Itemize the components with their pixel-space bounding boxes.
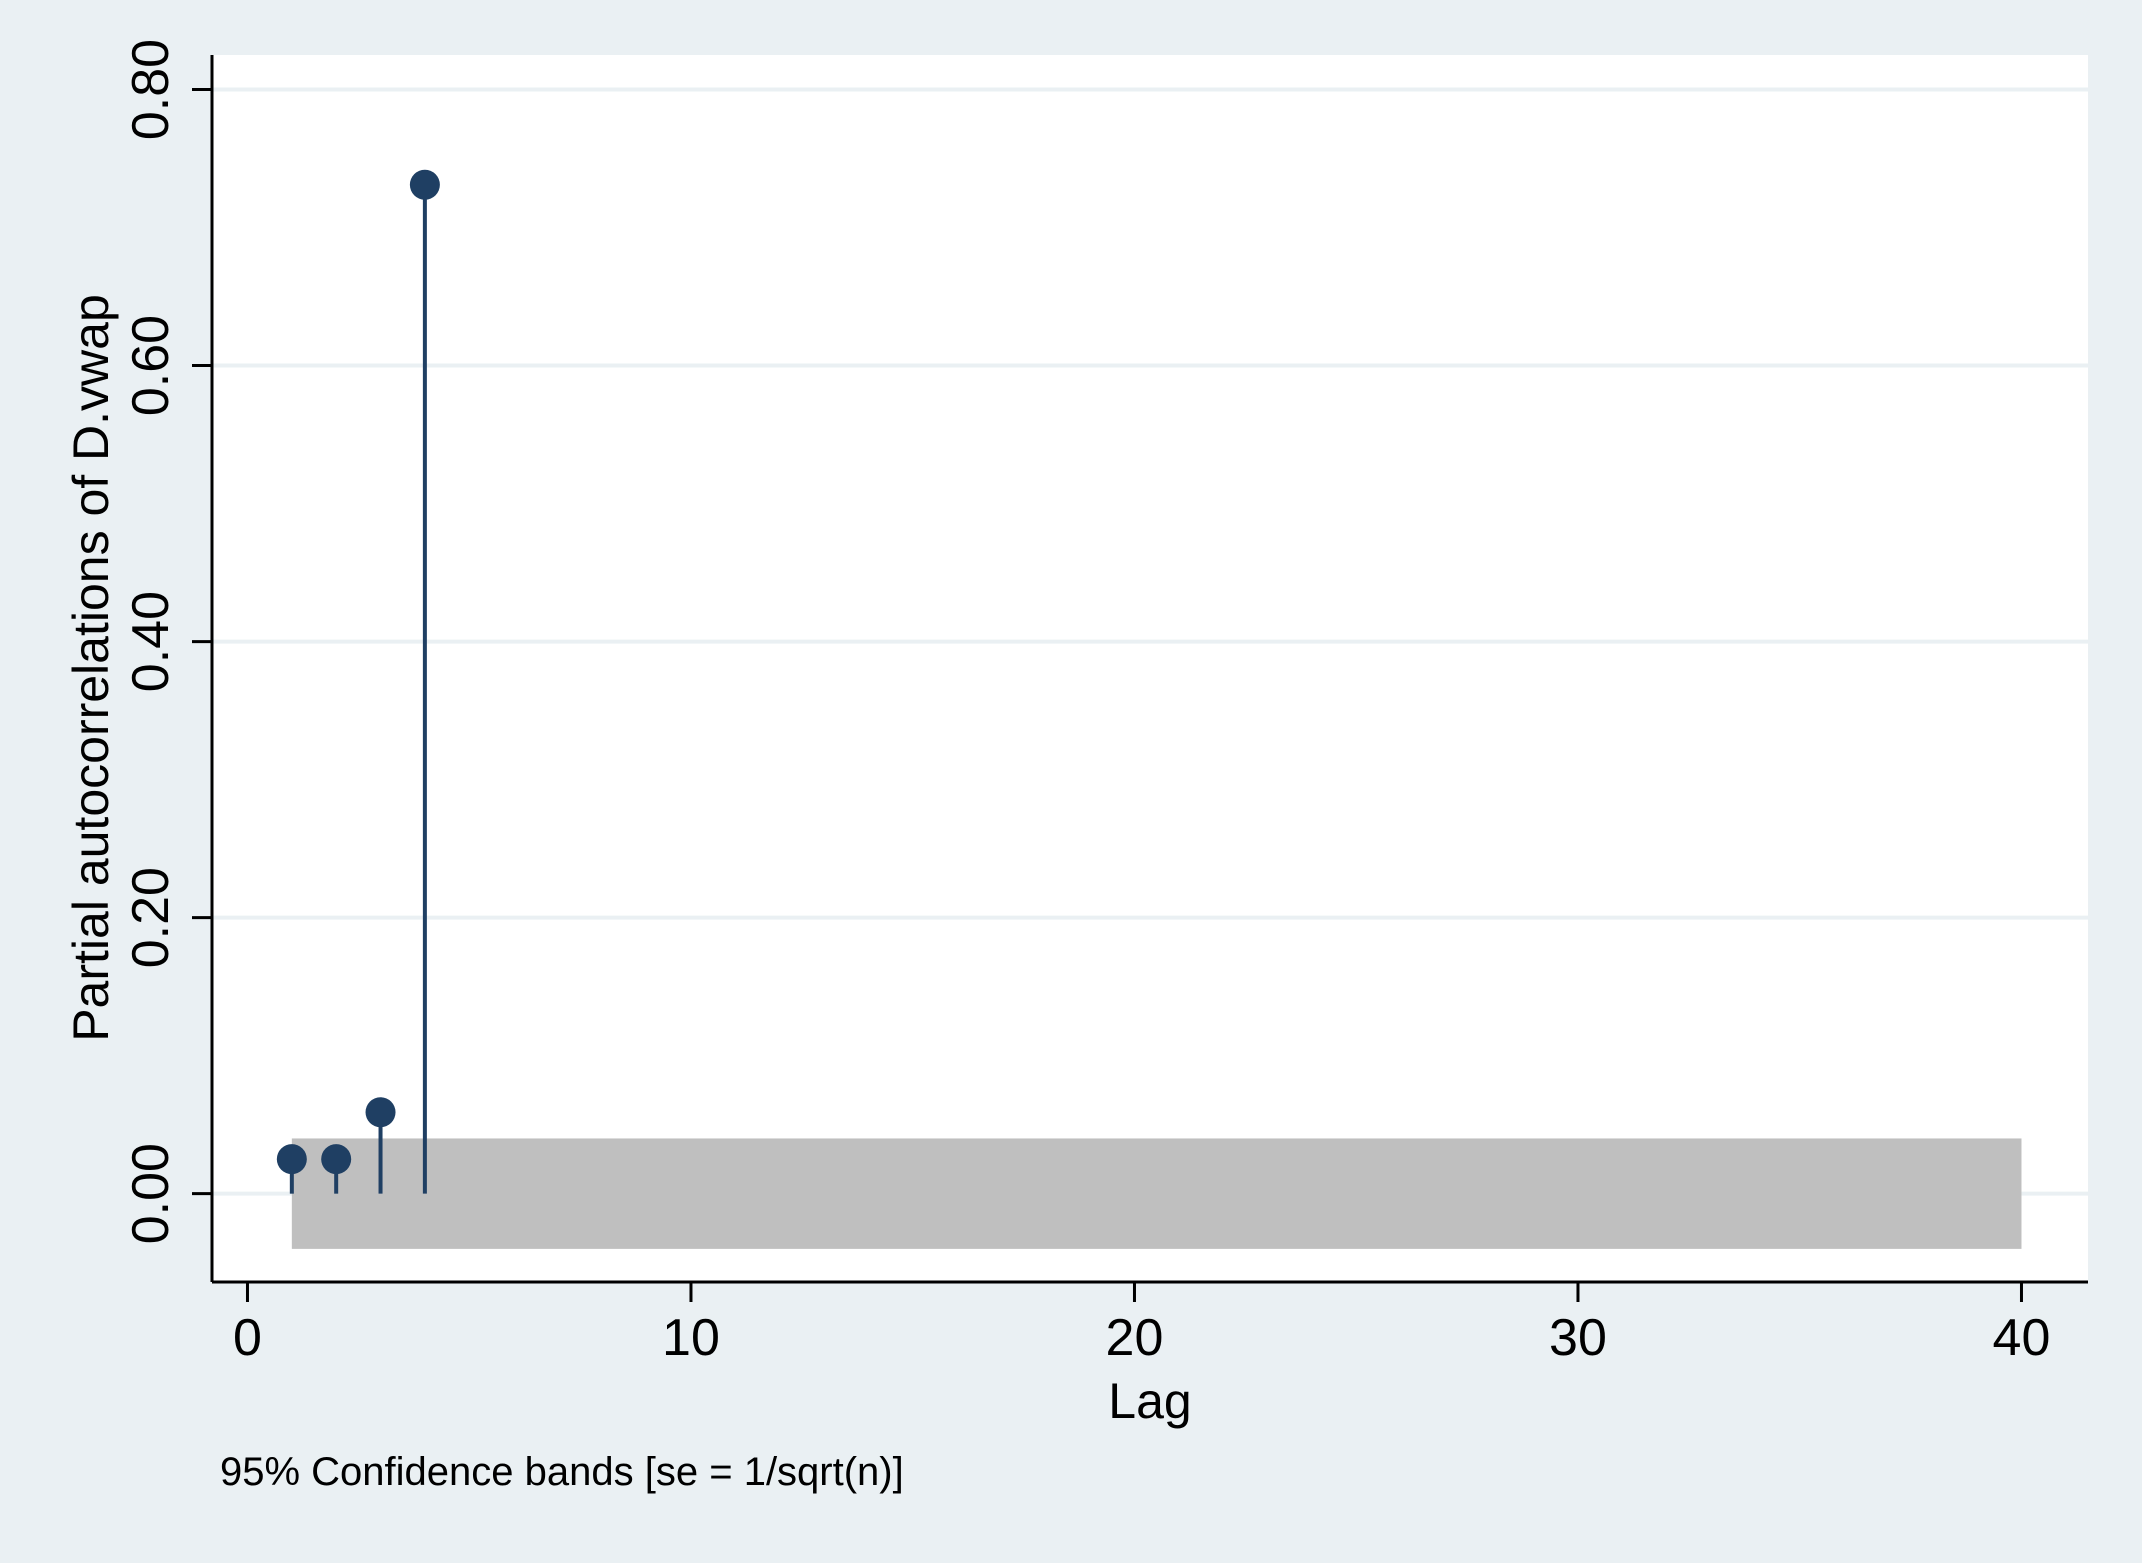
- point-lag-1: [276, 1144, 307, 1175]
- tick-labels: 0.00 0.20 0.40 0.60 0.80 0 10 20 30 40: [122, 39, 2050, 1367]
- confidence-band-layer: [291, 1138, 2022, 1249]
- x-tick-label-3: 30: [1549, 1309, 1607, 1367]
- point-lag-3: [365, 1097, 396, 1128]
- point-lag-4: [409, 169, 440, 200]
- spikes-layer: [276, 169, 440, 1194]
- x-tick-label-1: 10: [662, 1309, 720, 1367]
- point-lag-2: [321, 1144, 352, 1175]
- y-tick-label-1: 0.20: [122, 867, 180, 968]
- y-tick-label-4: 0.80: [122, 39, 180, 140]
- plot-area: [212, 55, 2088, 1282]
- y-tick-label-0: 0.00: [122, 1143, 180, 1244]
- chart-note: 95% Confidence bands [se = 1/sqrt(n)]: [220, 1450, 904, 1494]
- confidence-band: [291, 1138, 2022, 1249]
- x-tick-label-0: 0: [233, 1309, 262, 1367]
- x-tick-label-2: 20: [1106, 1309, 1164, 1367]
- y-tick-label-3: 0.60: [122, 315, 180, 416]
- axes: [192, 55, 2088, 1302]
- y-tick-label-2: 0.40: [122, 591, 180, 692]
- x-axis-title: Lag: [1108, 1373, 1191, 1429]
- x-tick-label-4: 40: [1993, 1309, 2051, 1367]
- y-axis-title: Partial autocorrelations of D.vwap: [63, 294, 119, 1042]
